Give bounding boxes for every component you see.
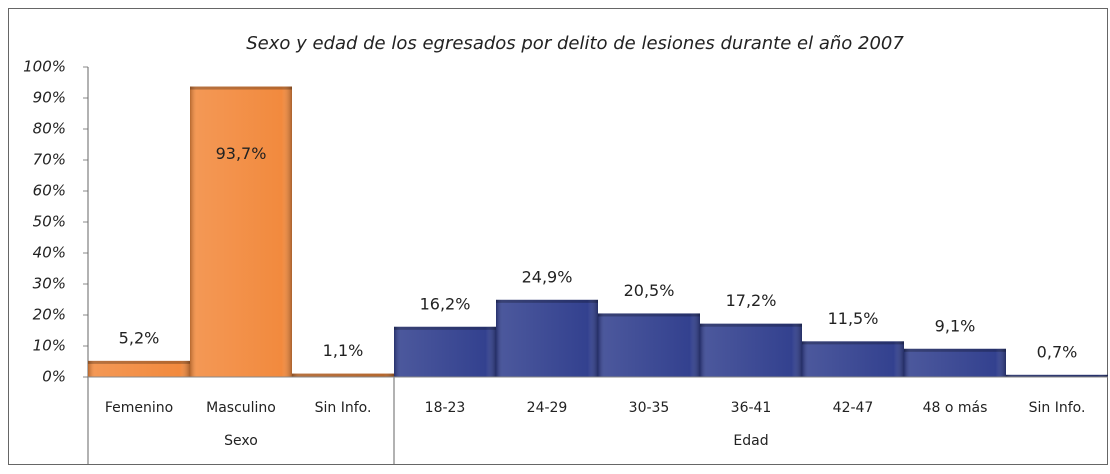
y-tick-label: 100% — [23, 58, 66, 76]
bar-shade — [496, 299, 598, 377]
bar-top — [1006, 374, 1108, 377]
y-tick-label: 30% — [33, 275, 66, 293]
value-label: 16,2% — [420, 294, 471, 313]
value-label: 11,5% — [828, 309, 879, 328]
bar-shade — [700, 323, 802, 377]
bar-shade — [292, 373, 394, 377]
value-label: 9,1% — [935, 316, 976, 335]
x-tick-label: Sin Info. — [315, 400, 372, 416]
bar-top — [88, 360, 190, 364]
value-label: 93,7% — [216, 144, 267, 163]
value-label: 5,2% — [119, 328, 160, 347]
bar-shade — [1006, 374, 1108, 377]
value-label: 0,7% — [1037, 342, 1078, 361]
x-tick-label: Masculino — [206, 400, 276, 416]
chart-frame — [8, 8, 1108, 465]
bar-top — [190, 86, 292, 90]
y-tick-label: 60% — [33, 182, 66, 200]
bar-shade — [598, 313, 700, 377]
y-tick-label: 50% — [33, 213, 66, 231]
bar-shade — [88, 360, 190, 377]
value-label: 17,2% — [726, 291, 777, 310]
x-tick-label: 18-23 — [425, 400, 466, 416]
y-tick-label: 70% — [33, 151, 66, 169]
bar-top — [496, 299, 598, 303]
x-tick-label: 30-35 — [629, 400, 670, 416]
bar-shade — [802, 341, 904, 377]
x-tick-label: 36-41 — [731, 400, 772, 416]
x-tick-label: Sin Info. — [1029, 400, 1086, 416]
x-tick-label: 42-47 — [833, 400, 874, 416]
bar-top — [394, 326, 496, 330]
y-tick-label: 90% — [33, 89, 66, 107]
value-label: 20,5% — [624, 281, 675, 300]
group-label: Edad — [733, 433, 768, 449]
group-label: Sexo — [224, 433, 258, 449]
y-tick-label: 80% — [33, 120, 66, 138]
value-label: 24,9% — [522, 267, 573, 286]
x-tick-label: Femenino — [105, 400, 173, 416]
bar-top — [700, 323, 802, 327]
y-tick-label: 0% — [42, 368, 66, 386]
chart-title: Sexo y edad de los egresados por delito … — [246, 33, 904, 54]
bar-shade — [904, 348, 1006, 377]
x-tick-label: 24-29 — [527, 400, 568, 416]
bar-shade — [394, 326, 496, 377]
bar-top — [904, 348, 1006, 352]
y-tick-label: 10% — [33, 337, 66, 355]
bar-top — [802, 341, 904, 345]
bar-top — [598, 313, 700, 317]
x-tick-label: 48 o más — [923, 400, 988, 416]
y-tick-label: 40% — [33, 244, 66, 262]
y-tick-label: 20% — [33, 306, 66, 324]
bar-top — [292, 373, 394, 377]
bar-shade — [190, 86, 292, 377]
value-label: 1,1% — [323, 341, 364, 360]
